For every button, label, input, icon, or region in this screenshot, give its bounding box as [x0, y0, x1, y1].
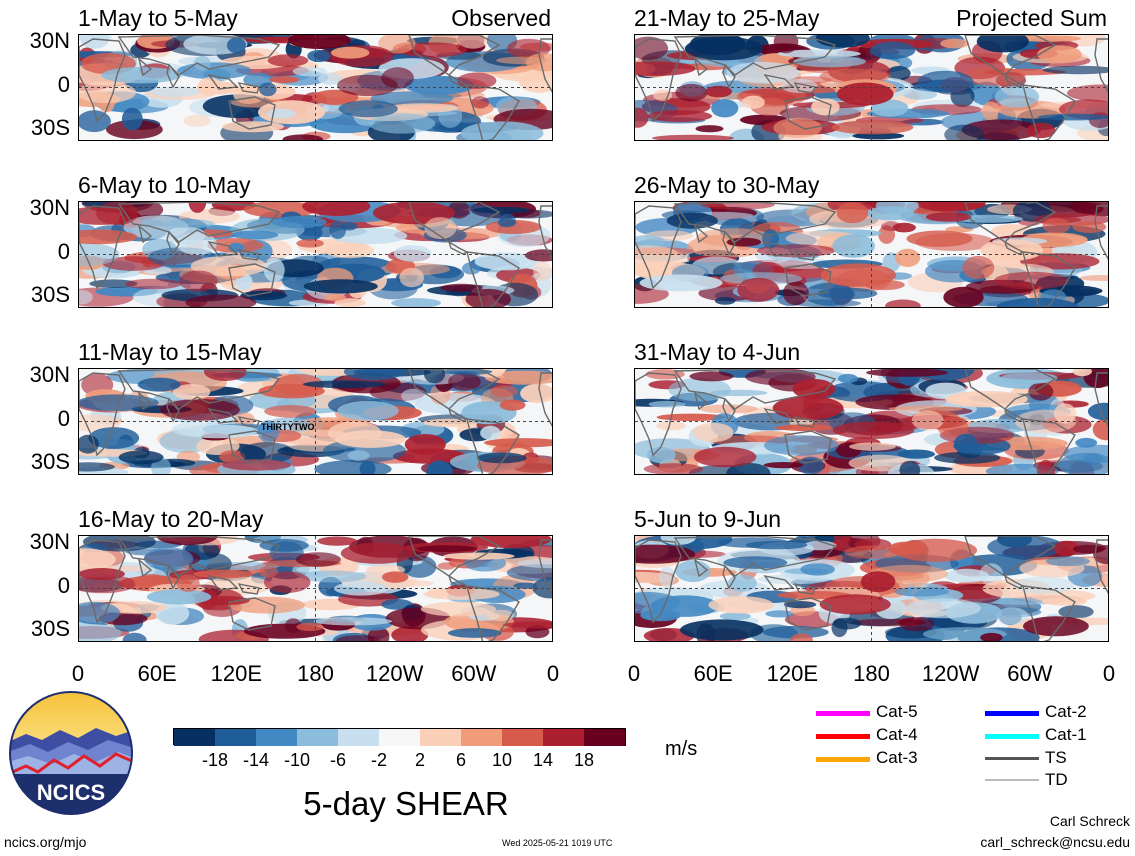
latitude-label: 30S — [30, 282, 70, 307]
legend-label: Cat-5 — [876, 702, 918, 721]
longitude-label: 0 — [546, 661, 560, 686]
colorbar-tick-label: -10 — [283, 750, 310, 770]
colorbar-units: m/s — [665, 738, 698, 760]
legend-label: Cat-2 — [1045, 702, 1087, 721]
footer-url: ncics.org/mjo — [4, 834, 87, 850]
shear-map-panel — [634, 34, 1109, 141]
longitude-label: 60W — [1007, 661, 1053, 686]
longitude-label: 180 — [853, 661, 890, 686]
legend-line — [816, 711, 870, 716]
longitude-label: 0 — [71, 661, 85, 686]
colorbar-tick-label: 10 — [491, 750, 513, 770]
longitude-label: 60E — [693, 661, 733, 686]
colorbar-swatch — [174, 729, 216, 746]
shear-map — [635, 536, 1108, 641]
panel-title: 26-May to 30-May — [634, 172, 820, 198]
longitude-label: 0 — [1102, 661, 1116, 686]
longitude-label: 0 — [627, 661, 641, 686]
panel-title: 5-Jun to 9-Jun — [634, 506, 782, 532]
colorbar — [173, 728, 626, 746]
panel-label: Observed — [451, 5, 551, 31]
footer-email: carl_schreck@ncsu.edu — [980, 834, 1130, 850]
latitude-label: 30N — [29, 28, 70, 53]
colorbar-swatch — [379, 729, 421, 746]
legend-label: TS — [1045, 748, 1067, 767]
shear-map-panel — [634, 368, 1109, 475]
panel-title: 31-May to 4-Jun — [634, 339, 801, 365]
colorbar-swatch — [215, 729, 257, 746]
colorbar-tick-label: -2 — [370, 750, 387, 770]
longitude-label: 120W — [921, 661, 980, 686]
legend-line — [985, 734, 1039, 739]
shear-map — [79, 35, 552, 140]
colorbar-tick-label: -14 — [242, 750, 269, 770]
latitude-label: 30N — [29, 362, 70, 387]
legend-label: TD — [1045, 770, 1068, 789]
longitude-label: 120W — [365, 661, 424, 686]
shear-map-panel — [78, 34, 553, 141]
colorbar-swatch — [461, 729, 503, 746]
legend-line — [816, 757, 870, 762]
legend-label: Cat-1 — [1045, 725, 1087, 744]
shear-map-panel: THIRTYTWO — [78, 368, 553, 475]
latitude-label: 0 — [57, 72, 70, 97]
shear-map — [635, 35, 1108, 140]
legend-line — [816, 734, 870, 739]
colorbar-tick-label: 18 — [573, 750, 595, 770]
longitude-label: 120E — [766, 661, 819, 686]
colorbar-swatch — [338, 729, 380, 746]
legend-label: Cat-4 — [876, 725, 918, 744]
shear-map — [79, 369, 552, 474]
panel-title: 21-May to 25-May — [634, 5, 820, 31]
footer-timestamp: Wed 2025-05-21 1019 UTC — [502, 838, 613, 848]
latitude-label: 0 — [57, 239, 70, 264]
colorbar-swatch — [502, 729, 544, 746]
footer-author: Carl Schreck — [1049, 813, 1130, 829]
colorbar-tick-label: -6 — [329, 750, 346, 770]
legend-line — [985, 711, 1039, 716]
latitude-label: 30S — [30, 616, 70, 641]
ncics-logo: NCICS — [8, 690, 134, 816]
shear-map-panel — [78, 535, 553, 642]
colorbar-swatch — [420, 729, 462, 746]
ncics-logo-icon: NCICS — [9, 691, 133, 815]
latitude-label: 0 — [57, 406, 70, 431]
legend-label: Cat-3 — [876, 748, 918, 767]
colorbar-swatch — [543, 729, 585, 746]
longitude-label: 60W — [451, 661, 497, 686]
longitude-label: 60E — [137, 661, 177, 686]
storm-label: THIRTYTWO — [261, 422, 315, 432]
colorbar-swatch — [584, 729, 626, 746]
panel-title: 6-May to 10-May — [78, 172, 251, 198]
panel-title: 11-May to 15-May — [78, 339, 262, 365]
longitude-label: 120E — [210, 661, 263, 686]
colorbar-swatch — [256, 729, 298, 746]
longitude-label: 180 — [297, 661, 334, 686]
shear-map-panel — [634, 201, 1109, 308]
latitude-label: 0 — [57, 573, 70, 598]
panel-label: Projected Sum — [956, 5, 1107, 31]
shear-map — [79, 536, 552, 641]
shear-map-panel — [78, 201, 553, 308]
colorbar-tick-label: 14 — [532, 750, 554, 770]
legend-line — [985, 779, 1039, 781]
colorbar-swatch — [297, 729, 339, 746]
shear-map — [635, 369, 1108, 474]
latitude-label: 30S — [30, 449, 70, 474]
shear-map-panel — [634, 535, 1109, 642]
latitude-label: 30S — [30, 115, 70, 140]
colorbar-tick-label: -18 — [201, 750, 228, 770]
colorbar-tick-label: 6 — [455, 750, 466, 770]
panel-title: 16-May to 20-May — [78, 506, 264, 532]
panel-title: 1-May to 5-May — [78, 5, 238, 31]
shear-map — [635, 202, 1108, 307]
shear-map — [79, 202, 552, 307]
colorbar-tick-label: 2 — [414, 750, 425, 770]
legend-line — [985, 757, 1039, 760]
main-title: 5-day SHEAR — [303, 785, 509, 822]
logo-text: NCICS — [37, 780, 105, 805]
latitude-label: 30N — [29, 529, 70, 554]
latitude-label: 30N — [29, 195, 70, 220]
